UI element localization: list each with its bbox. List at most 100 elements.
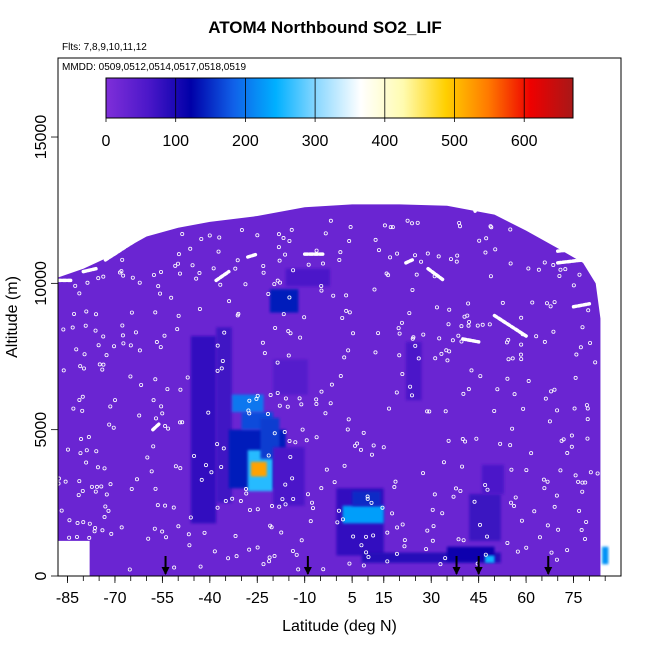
profile-arrow-head (161, 567, 170, 575)
so2-region (269, 289, 299, 313)
aircraft-track (404, 258, 414, 265)
sample-point (159, 269, 164, 274)
sample-point (414, 272, 419, 277)
sample-point (342, 355, 347, 360)
sample-point (552, 300, 557, 305)
sample-point (299, 538, 304, 543)
sample-point (73, 283, 78, 288)
sample-point (424, 547, 429, 552)
sample-point (255, 545, 260, 550)
sample-point (176, 524, 181, 529)
sample-point (358, 447, 363, 452)
sample-point (347, 239, 352, 244)
sample-point (467, 319, 472, 324)
sample-point (410, 287, 415, 292)
sample-point (94, 449, 99, 454)
sample-point (515, 549, 520, 554)
sample-point (155, 503, 160, 508)
sample-point (65, 447, 70, 452)
sample-point (584, 519, 589, 524)
sample-point (275, 390, 280, 395)
sample-point (86, 435, 91, 440)
sample-point (413, 343, 418, 348)
sample-point (321, 567, 326, 572)
sample-point (572, 406, 577, 411)
sample-point (400, 522, 405, 527)
sample-point (342, 463, 347, 468)
sample-point (176, 313, 181, 318)
sample-point (267, 555, 272, 560)
sample-point (335, 520, 340, 525)
sample-point (127, 567, 132, 572)
sample-point (545, 479, 550, 484)
sample-point (154, 340, 159, 345)
sample-point (397, 331, 402, 336)
sample-point (526, 379, 531, 384)
sample-point (215, 505, 220, 510)
sample-point (344, 308, 349, 313)
sample-point (308, 519, 313, 524)
sample-point (505, 376, 510, 381)
coverage-area (58, 204, 601, 576)
sample-point (238, 499, 243, 504)
sample-point (338, 250, 343, 255)
sample-point (176, 261, 181, 266)
sample-point (286, 329, 291, 334)
sample-point (477, 522, 482, 527)
sample-point (247, 411, 252, 416)
sample-point (280, 497, 285, 502)
aircraft-track (492, 313, 528, 338)
sample-point (338, 374, 343, 379)
sample-point (281, 312, 286, 317)
sample-point (160, 411, 165, 416)
sample-point (443, 409, 448, 414)
sample-point (436, 254, 441, 259)
sample-point (78, 364, 83, 369)
sample-point (289, 227, 294, 232)
sample-point (70, 325, 75, 330)
sample-point (61, 368, 66, 373)
aircraft-track (151, 422, 161, 432)
y-axis: 0 5000 10000 15000 (33, 115, 58, 580)
sample-point (314, 402, 319, 407)
sample-point (346, 417, 351, 422)
sample-point (457, 224, 462, 229)
sample-point (119, 269, 124, 274)
sample-point (202, 530, 207, 535)
sample-point (392, 485, 397, 490)
sample-point (537, 535, 542, 540)
sample-point (97, 362, 102, 367)
sample-point (199, 237, 204, 242)
sample-point (145, 455, 150, 460)
sample-point (344, 293, 349, 298)
sample-point (130, 275, 135, 280)
sample-point (261, 562, 266, 567)
no-data-gap (58, 540, 90, 576)
sample-point (133, 330, 138, 335)
aircraft-track (103, 237, 139, 262)
sample-point (455, 253, 460, 258)
sample-point (477, 238, 482, 243)
sample-point (552, 504, 557, 509)
sample-point (275, 360, 280, 365)
sample-point (314, 435, 319, 440)
profile-arrow-head (452, 567, 461, 575)
aircraft-track (571, 302, 592, 309)
sample-point (319, 283, 324, 288)
y-tick-label: 5000 (33, 412, 50, 448)
sample-point (361, 563, 366, 568)
colorbar-tick-label: 100 (162, 133, 189, 150)
sample-point (104, 353, 109, 358)
sample-point (320, 261, 325, 266)
sample-point (84, 448, 89, 453)
sample-point (485, 534, 490, 539)
sample-point (583, 536, 588, 541)
sample-point (120, 257, 125, 262)
sample-point (524, 468, 529, 473)
sample-point (365, 496, 370, 501)
sample-point (61, 327, 66, 332)
sample-point (336, 508, 341, 513)
sample-point (500, 300, 505, 305)
sample-point (81, 520, 86, 525)
sample-point (561, 437, 566, 442)
